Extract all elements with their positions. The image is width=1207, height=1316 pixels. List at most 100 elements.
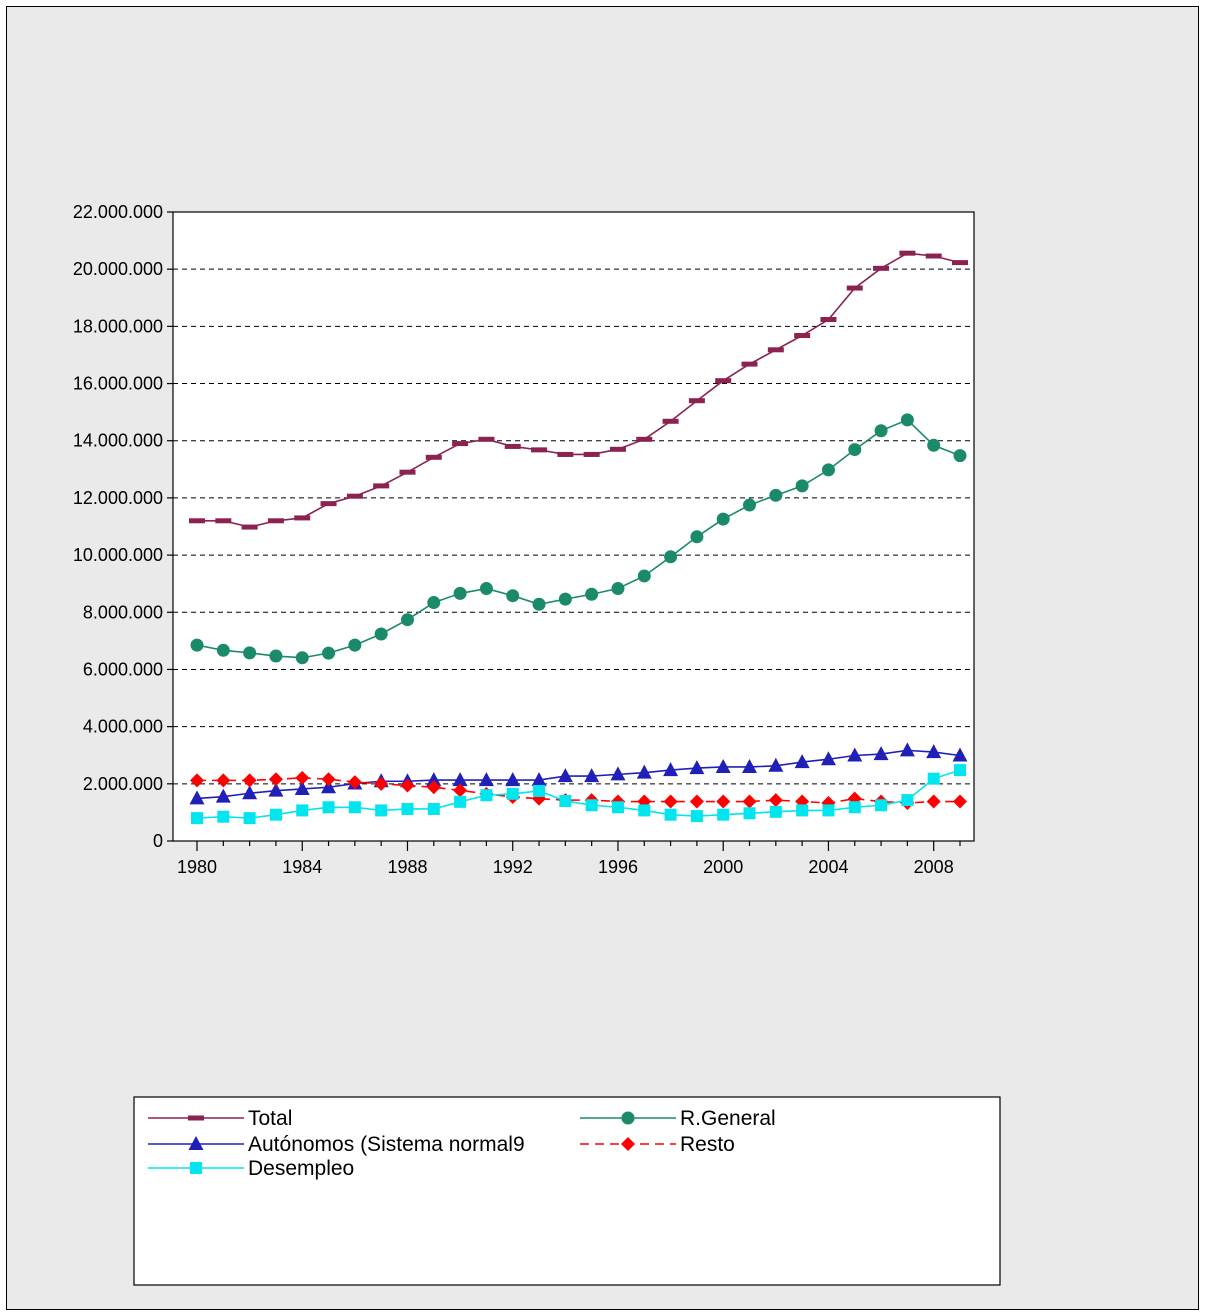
data-point [820, 751, 836, 766]
legend-box [133, 1096, 1001, 1286]
chart-frame: 0 2.000.000 4.000.000 6.000.000 8.000.000 10.… [6, 6, 1199, 1310]
data-point [216, 643, 230, 657]
data-point [452, 772, 468, 787]
data-point [585, 587, 599, 601]
data-point [664, 550, 678, 564]
data-point [584, 768, 600, 783]
data-point [953, 449, 967, 463]
data-point [662, 418, 679, 424]
data-point [268, 772, 283, 787]
data-point [374, 627, 388, 641]
plot-area [172, 211, 975, 842]
data-point [848, 443, 862, 457]
data-point [874, 424, 888, 438]
data-point [320, 501, 337, 507]
data-point [506, 589, 520, 603]
data-point [636, 764, 652, 779]
data-point [215, 518, 232, 524]
data-point [611, 801, 624, 814]
series-layer [189, 250, 968, 825]
data-point [873, 746, 889, 761]
data-point [690, 810, 703, 823]
y-tick-label: 0 [153, 831, 163, 851]
data-point [927, 772, 940, 785]
data-point [294, 780, 310, 795]
data-point [610, 766, 626, 781]
data-point [531, 447, 548, 453]
data-point [347, 775, 362, 790]
data-point [294, 515, 311, 521]
data-point [769, 805, 782, 818]
data-point [322, 801, 335, 814]
data-point [321, 779, 337, 794]
data-point [820, 317, 837, 323]
data-point [426, 772, 442, 787]
data-point [741, 361, 758, 367]
data-point [346, 493, 363, 499]
data-point [189, 790, 205, 805]
data-point [243, 646, 257, 660]
data-point [505, 772, 521, 787]
data-point [767, 347, 784, 353]
data-point [242, 785, 258, 800]
data-point [375, 804, 388, 817]
data-point [453, 783, 468, 798]
y-tick-label: 2.000.000 [83, 774, 163, 794]
data-point [217, 810, 230, 823]
data-point [585, 799, 598, 812]
data-point [453, 586, 467, 600]
data-point [952, 260, 968, 266]
data-point [899, 742, 915, 757]
data-point [663, 794, 678, 809]
data-point [743, 807, 756, 820]
x-tick-label: 1980 [177, 857, 217, 877]
legend-marker [188, 1136, 204, 1150]
data-point [717, 808, 730, 821]
data-point [926, 794, 941, 809]
data-point [242, 773, 257, 788]
data-point [609, 446, 626, 452]
data-point [480, 789, 493, 802]
y-tick-label: 14.000.000 [73, 431, 163, 451]
data-point [638, 804, 651, 817]
data-point [715, 378, 732, 384]
data-point [532, 597, 546, 611]
data-point [742, 794, 757, 809]
data-point [295, 770, 310, 785]
y-tick-label: 20.000.000 [73, 259, 163, 279]
data-point [743, 498, 757, 512]
data-point [399, 469, 416, 475]
data-point [559, 794, 572, 807]
data-point [768, 793, 783, 808]
data-point [425, 454, 442, 460]
data-point [900, 413, 914, 427]
data-point [295, 651, 309, 665]
x-tick-label: 1984 [282, 857, 322, 877]
data-point [926, 744, 942, 759]
data-point [925, 253, 942, 259]
data-point [822, 804, 835, 817]
data-point [583, 451, 600, 457]
x-tick-label: 1992 [493, 857, 533, 877]
legend-label: Autónomos (Sistema normal9 [248, 1133, 525, 1156]
data-point [322, 646, 336, 660]
data-point [953, 794, 967, 809]
legend-label: R.General [680, 1107, 776, 1130]
legend: Total R.General Autónomos (Sistema normal9… [148, 1107, 776, 1180]
data-point [795, 479, 809, 493]
series-4 [191, 764, 966, 825]
data-point [269, 808, 282, 821]
data-point [189, 518, 205, 524]
data-point [636, 436, 653, 442]
data-point [427, 596, 441, 610]
data-point [215, 788, 231, 803]
legend-marker [621, 1111, 635, 1125]
data-point [557, 768, 573, 783]
data-point [190, 773, 204, 788]
data-point [794, 754, 810, 769]
data-point [267, 518, 284, 524]
data-point [241, 524, 258, 530]
y-tick-label: 18.000.000 [73, 316, 163, 336]
x-tick-label: 2008 [914, 857, 954, 877]
data-point [846, 285, 863, 291]
